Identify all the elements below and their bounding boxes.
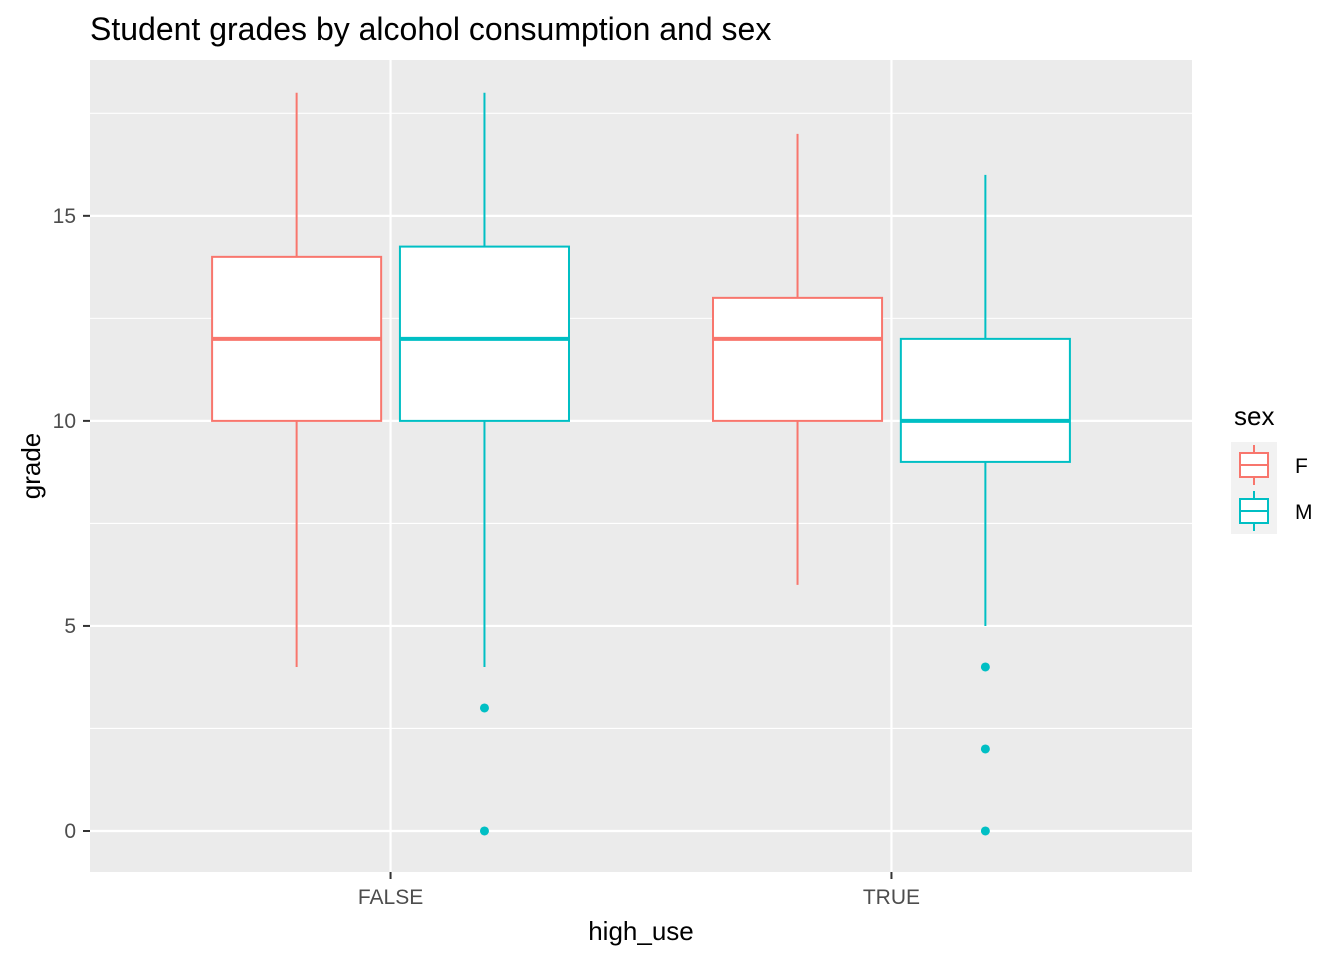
- legend: sex FM: [1231, 401, 1313, 534]
- boxplot-true-m: [899, 174, 1071, 836]
- y-tick-label: 15: [53, 205, 76, 228]
- boxplot-false-m: [398, 92, 570, 836]
- legend-label: M: [1295, 501, 1313, 524]
- x-tick-label: FALSE: [358, 886, 423, 909]
- chart-title: Student grades by alcohol consumption an…: [90, 11, 771, 47]
- box-layer: [211, 92, 1071, 836]
- box-iqr: [899, 337, 1071, 463]
- outlier-point: [980, 826, 990, 836]
- x-tick-label: TRUE: [863, 886, 920, 909]
- y-tick-label: 10: [53, 410, 76, 433]
- y-tick-label: 0: [64, 820, 76, 843]
- legend-label: F: [1295, 455, 1308, 478]
- outlier-point: [479, 826, 489, 836]
- legend-items: FM: [1231, 442, 1313, 534]
- y-axis-title: grade: [16, 433, 46, 500]
- axis-layer: 0 5 10 15 FALSE TRUE: [53, 205, 920, 909]
- legend-item-m: M: [1231, 488, 1313, 534]
- boxplot-true-f: [712, 133, 884, 585]
- box-iqr: [712, 296, 884, 422]
- boxplot-false-f: [211, 92, 383, 667]
- legend-item-f: F: [1231, 442, 1308, 488]
- plot-panel: [90, 60, 1192, 872]
- outlier-point: [980, 662, 990, 672]
- x-axis-title: high_use: [588, 916, 694, 946]
- y-tick-label: 5: [64, 615, 76, 638]
- outlier-point: [479, 703, 489, 713]
- legend-title: sex: [1234, 401, 1274, 431]
- box-iqr: [398, 245, 570, 422]
- outlier-point: [980, 744, 990, 754]
